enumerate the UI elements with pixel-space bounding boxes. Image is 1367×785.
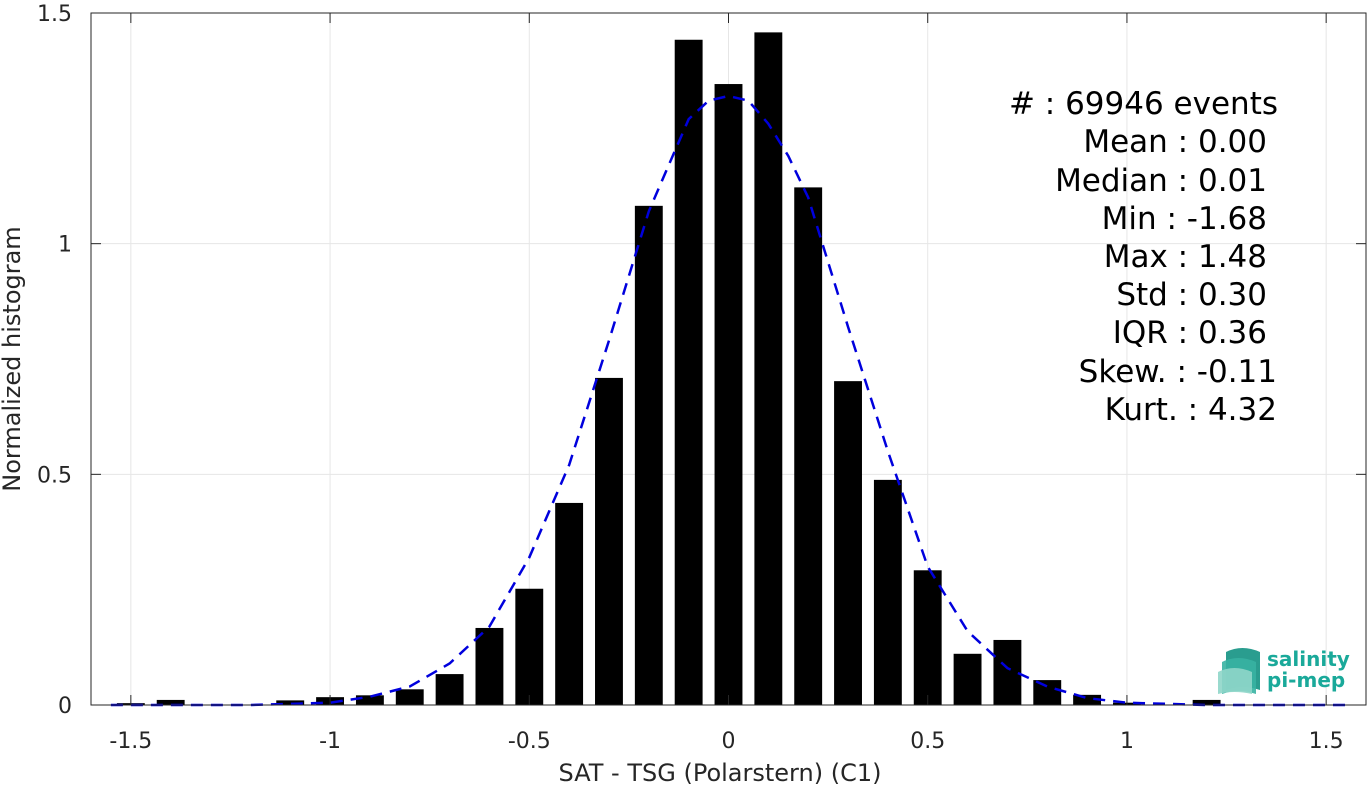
x-tick-label: -0.5: [508, 729, 551, 754]
histogram-bar: [834, 381, 862, 705]
stat-skew: Skew. : -0.11: [1079, 354, 1277, 390]
histogram-bar: [475, 627, 504, 705]
histogram-bar: [555, 502, 584, 705]
histogram-bar: [276, 700, 305, 705]
histogram-bar: [435, 674, 464, 705]
histogram-bar: [714, 84, 743, 705]
y-tick-label: 1.5: [37, 2, 72, 27]
axis-ticks: [91, 12, 1366, 706]
histogram-bar: [156, 699, 185, 705]
histogram-bar: [794, 187, 823, 705]
histogram-bar: [1033, 680, 1062, 705]
gaussian-fit: [110, 94, 1347, 707]
logo-text-pi-mep: pi-mep: [1267, 668, 1345, 692]
stat-median: Median : 0.01: [1055, 163, 1267, 199]
x-tick-label: 0.5: [910, 729, 945, 754]
x-tick-label: -1.5: [109, 729, 152, 754]
histogram-bar: [634, 205, 663, 705]
stat-max: Max : 1.48: [1104, 239, 1267, 275]
x-tick-labels: -1.5 -1 -0.5 0 0.5 1 1.5: [109, 729, 1343, 754]
salinity-pi-mep-logo: salinity pi-mep: [1218, 647, 1350, 694]
stat-kurt: Kurt. : 4.32: [1105, 392, 1277, 428]
histogram-bar: [515, 588, 544, 705]
logo-wave-icon: [1218, 648, 1260, 694]
histogram-bar: [953, 653, 982, 705]
histogram-bar: [754, 32, 783, 706]
histogram-bars: [116, 32, 1221, 706]
histogram-bar: [1073, 694, 1102, 705]
stat-events: # : 69946 events: [1009, 86, 1278, 122]
stat-min: Min : -1.68: [1102, 201, 1267, 237]
histogram-bar: [1192, 699, 1221, 705]
histogram-bar: [395, 689, 424, 705]
histogram-bar: [355, 695, 384, 705]
y-axis-label: Normalized histogram: [0, 226, 26, 491]
stat-mean: Mean : 0.00: [1083, 124, 1267, 160]
histogram-bar: [873, 479, 902, 705]
x-tick-label: 0: [722, 729, 736, 754]
y-tick-labels: 0 0.5 1 1.5: [37, 2, 72, 719]
histogram-bar: [913, 570, 942, 705]
histogram-bar: [674, 39, 703, 706]
x-tick-label: -1: [319, 729, 341, 754]
x-axis-label: SAT - TSG (Polarstern) (C1): [559, 759, 882, 785]
histogram-bar: [993, 639, 1022, 705]
x-tick-label: 1: [1120, 729, 1134, 754]
stat-iqr: IQR : 0.36: [1113, 315, 1267, 351]
y-tick-label: 1: [58, 233, 72, 258]
y-tick-label: 0: [58, 694, 72, 719]
logo-text-salinity: salinity: [1267, 647, 1350, 671]
stat-std: Std : 0.30: [1116, 277, 1267, 313]
fit-line: [110, 94, 1347, 707]
histogram-bar: [595, 377, 623, 705]
x-tick-label: 1.5: [1309, 729, 1344, 754]
y-tick-label: 0.5: [37, 463, 72, 488]
stats-box: # : 69946 events Mean : 0.00 Median : 0.…: [1009, 86, 1278, 428]
